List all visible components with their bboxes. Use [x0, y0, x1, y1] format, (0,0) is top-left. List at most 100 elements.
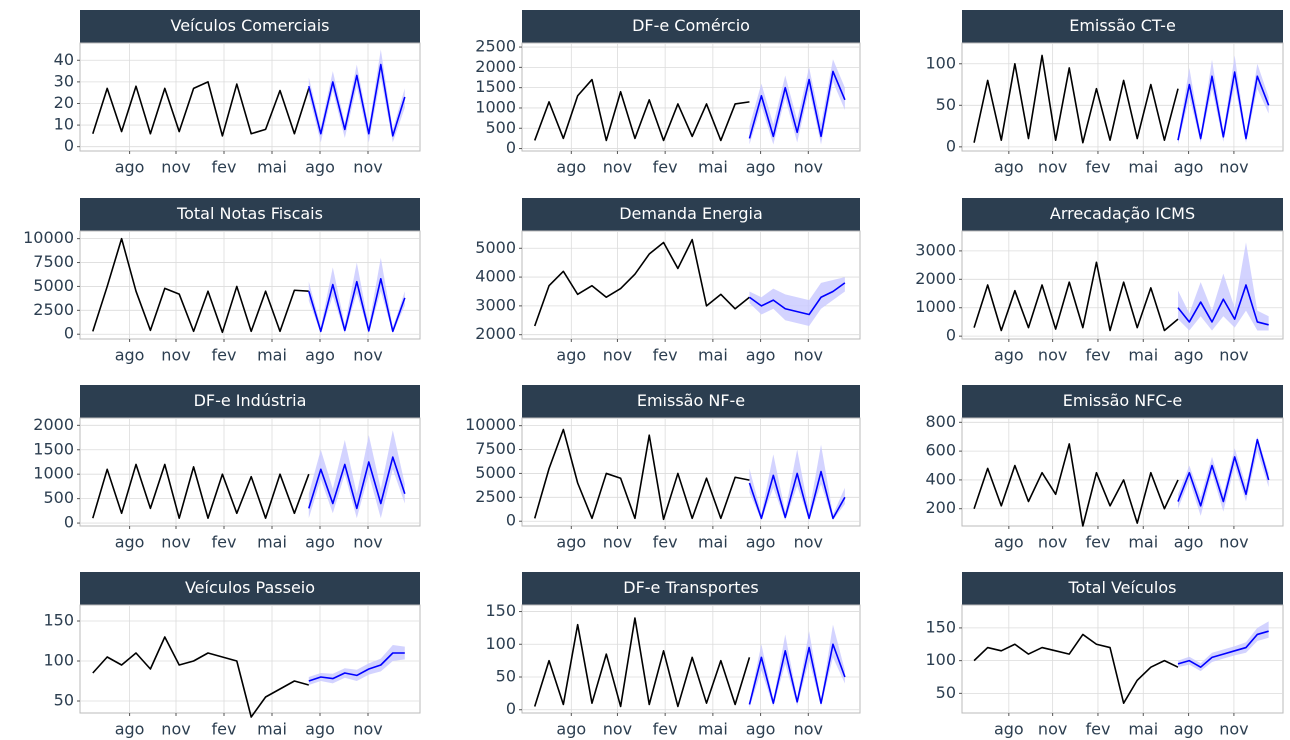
series-line [92, 636, 310, 718]
strip [522, 10, 860, 43]
forecast-band [1178, 621, 1269, 672]
y-tick-label: 2500 [475, 37, 516, 56]
y-tick-label: 3000 [475, 295, 516, 314]
forecast-band [308, 49, 405, 143]
x-tick-label: fev [1085, 346, 1110, 365]
panel-title: DF-e Transportes [623, 578, 758, 597]
panel-title: Total Veículos [1068, 578, 1177, 597]
x-tick-label: ago [1174, 158, 1204, 177]
series-line [308, 456, 406, 510]
x-tick-label: ago [115, 533, 145, 552]
y-tick-label: 5000 [33, 276, 74, 295]
y-tick-label: 1000 [33, 464, 74, 483]
x-tick-label: nov [794, 158, 823, 177]
series-line [533, 428, 750, 521]
series-line [748, 643, 846, 705]
y-tick-label: 10000 [23, 228, 74, 247]
series-line [973, 54, 1179, 144]
y-tick-label: 2000 [915, 269, 956, 288]
panel-title: Arrecadação ICMS [1050, 204, 1195, 223]
strip [80, 198, 420, 231]
y-tick-label: 1500 [33, 439, 74, 458]
x-tick-label: nov [603, 533, 632, 552]
y-tick-label: 500 [485, 118, 516, 137]
strip [962, 198, 1283, 231]
x-tick-label: nov [1038, 158, 1067, 177]
x-tick-label: nov [1219, 720, 1248, 739]
x-tick-label: ago [746, 720, 776, 739]
y-tick-label: 0 [64, 513, 74, 532]
x-tick-label: ago [556, 158, 586, 177]
x-tick-label: ago [994, 533, 1024, 552]
x-tick-label: fev [212, 158, 237, 177]
series-line [748, 282, 846, 316]
series-line [533, 78, 750, 142]
series-line [748, 470, 846, 520]
y-tick-label: 1000 [475, 97, 516, 116]
x-tick-label: mai [257, 158, 287, 177]
x-tick-label: ago [994, 720, 1024, 739]
y-tick-label: 1000 [915, 297, 956, 316]
series-line [973, 443, 1179, 527]
panel-title: Demanda Energia [619, 204, 763, 223]
x-tick-label: nov [794, 346, 823, 365]
x-tick-label: nov [1038, 533, 1067, 552]
series-line [1177, 71, 1270, 141]
strip [80, 10, 420, 43]
strip [962, 10, 1283, 43]
series-line [92, 237, 309, 334]
x-tick-label: nov [1038, 720, 1067, 739]
y-tick-label: 0 [506, 511, 516, 530]
y-tick-label: 0 [946, 136, 956, 155]
y-tick-label: 0 [946, 326, 956, 345]
x-tick-label: ago [305, 346, 335, 365]
x-tick-label: mai [1128, 720, 1158, 739]
strip [80, 385, 420, 418]
plot-area [79, 42, 421, 152]
x-tick-label: fev [212, 346, 237, 365]
series-line [92, 463, 310, 519]
y-tick-label: 150 [485, 601, 516, 620]
x-tick-label: fev [1085, 533, 1110, 552]
strip [522, 572, 860, 605]
y-tick-label: 5000 [475, 463, 516, 482]
x-tick-label: nov [353, 158, 382, 177]
forecast-band [1178, 436, 1269, 516]
x-tick-label: ago [556, 533, 586, 552]
x-tick-label: nov [603, 346, 632, 365]
x-tick-label: ago [556, 720, 586, 739]
series-line [308, 652, 405, 682]
x-tick-label: fev [653, 158, 678, 177]
forecast-band [308, 645, 405, 685]
x-tick-label: nov [353, 533, 382, 552]
series-line [973, 261, 1179, 332]
x-tick-label: ago [305, 533, 335, 552]
forecast-band [1178, 242, 1269, 331]
x-tick-label: nov [603, 720, 632, 739]
y-tick-label: 50 [936, 683, 956, 702]
y-tick-label: 200 [925, 498, 956, 517]
x-tick-label: nov [161, 346, 190, 365]
x-tick-label: fev [212, 720, 237, 739]
y-tick-label: 10000 [465, 415, 516, 434]
plot-area [521, 417, 861, 527]
y-tick-label: 7500 [33, 252, 74, 271]
series-line [1177, 284, 1269, 326]
forecast-band [749, 444, 845, 521]
x-tick-label: mai [1128, 158, 1158, 177]
forecast-band [749, 59, 845, 145]
x-tick-label: nov [603, 158, 632, 177]
x-tick-label: ago [115, 158, 145, 177]
x-tick-label: ago [746, 346, 776, 365]
series-line [308, 63, 406, 137]
strip [522, 385, 860, 418]
y-tick-label: 100 [925, 53, 956, 72]
forecast-band [308, 257, 405, 334]
y-tick-label: 50 [936, 95, 956, 114]
plot-area [961, 417, 1284, 527]
x-tick-label: nov [353, 346, 382, 365]
panel-title: DF-e Comércio [632, 16, 750, 35]
plot-area [79, 230, 421, 340]
x-tick-label: nov [794, 533, 823, 552]
